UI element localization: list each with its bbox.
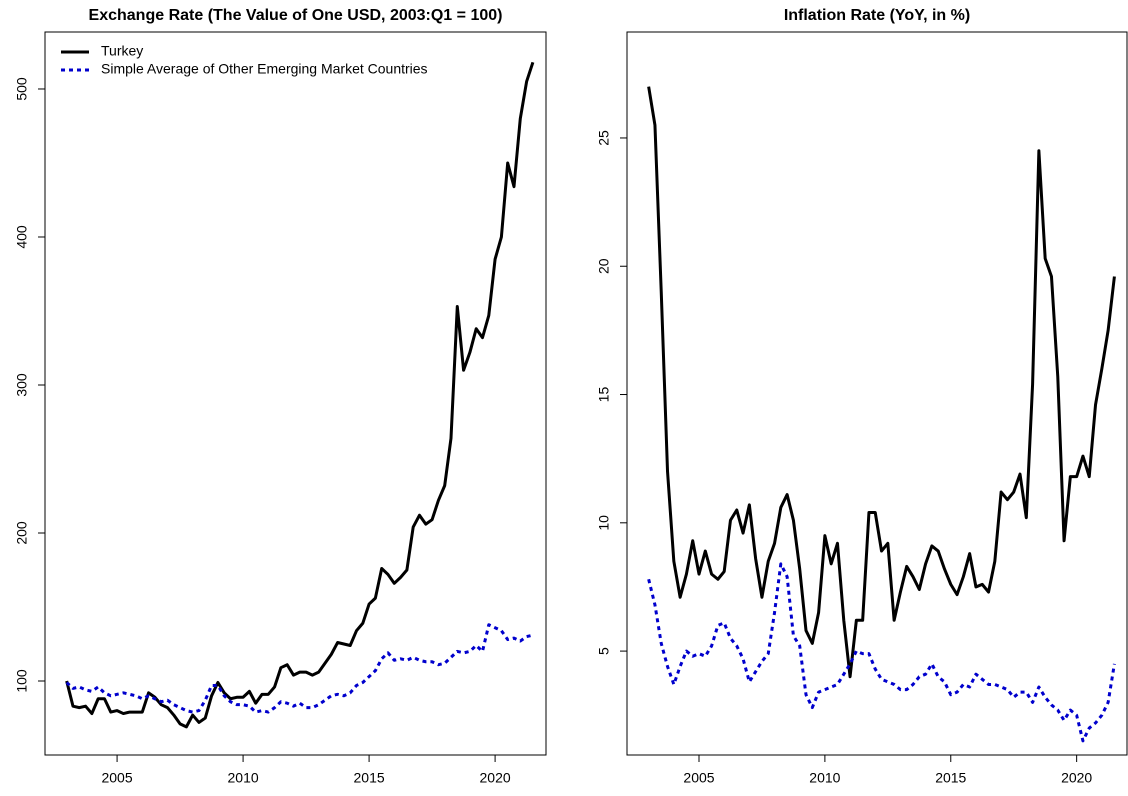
x-tick-label: 2015 xyxy=(935,770,966,786)
x-tick-label: 2020 xyxy=(1061,770,1092,786)
legend-label: Simple Average of Other Emerging Market … xyxy=(101,61,428,77)
series-line xyxy=(65,61,535,729)
x-tick-label: 2010 xyxy=(809,770,840,786)
series-line xyxy=(647,562,1116,743)
x-tick-label: 2015 xyxy=(354,770,385,786)
y-tick-label: 300 xyxy=(14,373,30,397)
y-tick-label: 400 xyxy=(14,225,30,249)
y-tick-label: 25 xyxy=(596,130,612,146)
y-tick-label: 200 xyxy=(14,521,30,545)
chart-title: Inflation Rate (YoY, in %) xyxy=(784,7,970,24)
plot-box xyxy=(44,31,547,756)
y-tick-label: 20 xyxy=(596,258,612,274)
x-tick-label: 2005 xyxy=(683,770,714,786)
x-tick-label: 2005 xyxy=(101,770,132,786)
series-line xyxy=(65,623,534,714)
legend-label: Turkey xyxy=(101,43,143,59)
chart-title: Exchange Rate (The Value of One USD, 200… xyxy=(89,7,503,24)
y-tick-label: 500 xyxy=(14,77,30,101)
x-tick-label: 2010 xyxy=(228,770,259,786)
plot-box xyxy=(626,31,1128,756)
y-tick-label: 100 xyxy=(14,669,30,693)
y-tick-label: 5 xyxy=(596,647,612,655)
y-tick-label: 10 xyxy=(596,515,612,531)
x-tick-label: 2020 xyxy=(480,770,511,786)
y-tick-label: 15 xyxy=(596,387,612,403)
series-line xyxy=(647,86,1116,679)
